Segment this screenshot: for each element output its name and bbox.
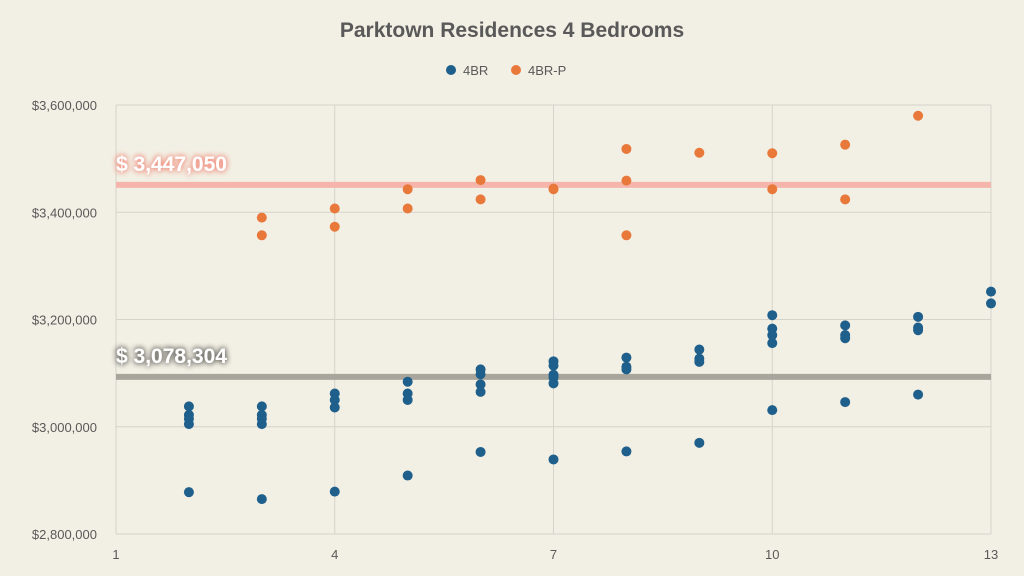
y-tick-label: $2,800,000 [32,527,97,542]
data-point [694,437,705,448]
data-point [183,487,194,498]
x-tick-label: 4 [331,547,338,562]
data-point [621,446,632,457]
data-point [767,405,778,416]
legend-marker [446,65,456,75]
x-tick-label: 1 [112,547,119,562]
data-point [183,401,194,412]
data-points [183,110,996,505]
legend-label: 4BR [463,63,488,78]
data-point [621,175,632,186]
data-point [475,194,486,205]
data-point [329,221,340,232]
reference-line-label: $ 3,447,050 [116,153,227,176]
data-point [840,333,851,344]
data-point [913,311,924,322]
data-point [548,360,559,371]
y-tick-label: $3,600,000 [32,98,97,113]
data-point [913,325,924,336]
data-point [840,397,851,408]
x-tick-label: 7 [550,547,557,562]
data-point [183,419,194,430]
y-tick-label: $3,400,000 [32,205,97,220]
data-point [840,320,851,331]
reference-labels: $ 3,447,050 $ 3,078,304 [116,153,227,368]
data-point [694,356,705,367]
data-point [256,230,267,241]
data-point [694,147,705,158]
grid [115,104,992,535]
data-point [402,394,413,405]
data-point [986,298,996,309]
data-point [256,494,267,505]
data-point [767,338,778,349]
data-point [621,352,632,363]
y-tick-label: $3,000,000 [32,420,97,435]
data-point [840,194,851,205]
data-point [913,389,924,400]
data-point [256,212,267,223]
axis-labels: $2,800,000 $3,000,000 $3,200,000 $3,400,000… [32,98,998,562]
data-point [256,401,267,412]
data-point [402,184,413,195]
legend: 4BR 4BR-P [446,63,566,78]
data-point [402,376,413,387]
data-point [767,148,778,159]
data-point [475,175,486,186]
y-tick-label: $3,200,000 [32,313,97,328]
data-point [548,378,559,389]
data-point [840,139,851,150]
x-tick-label: 13 [984,547,998,562]
data-point [621,364,632,375]
data-point [402,203,413,214]
x-tick-label: 10 [765,547,779,562]
data-point [329,394,340,405]
legend-label: 4BR-P [528,63,566,78]
data-point [767,330,778,341]
data-point [548,454,559,465]
data-point [621,143,632,154]
data-point [694,344,705,355]
data-point [329,203,340,214]
data-point [986,286,996,297]
data-point [548,183,559,194]
reference-line-label: $ 3,078,304 [116,345,227,368]
chart-title: Parktown Residences 4 Bedrooms [340,19,684,42]
data-point [402,470,413,481]
legend-marker [511,65,521,75]
data-point [913,110,924,121]
data-point [475,379,486,390]
data-point [621,230,632,241]
data-point [329,402,340,413]
data-point [475,369,486,380]
data-point [256,419,267,430]
data-point [767,310,778,321]
data-point [475,446,486,457]
data-point [767,184,778,195]
data-point [475,386,486,397]
data-point [329,486,340,497]
